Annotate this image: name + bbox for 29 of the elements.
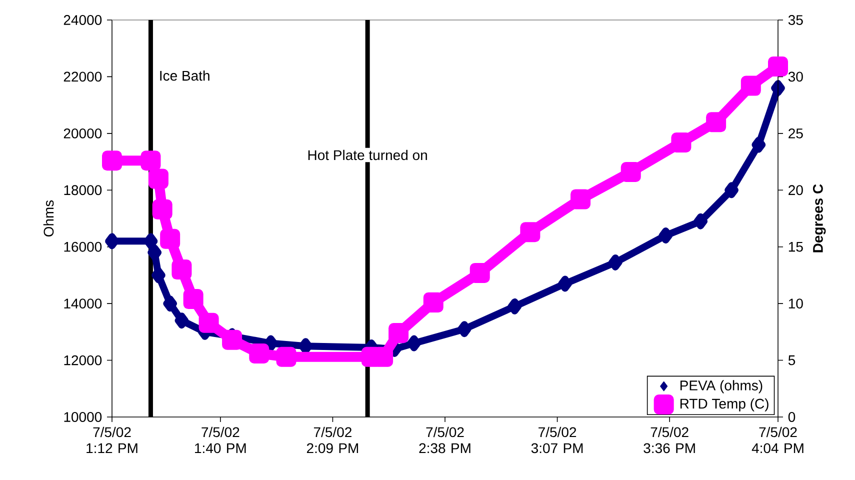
- y-tick-label: 18000: [64, 185, 102, 196]
- y2-tick-label: 30: [788, 72, 803, 82]
- y-tick-label: 20000: [64, 128, 102, 138]
- x-tick-label: 7/5/02 1:40 PM: [195, 426, 246, 454]
- x-tick-label: 7/5/02 2:09 PM: [306, 426, 358, 454]
- y-axis-title: Ohms: [43, 200, 54, 237]
- y2-tick-label: 0: [788, 412, 796, 422]
- y2-tick-label: 15: [788, 242, 803, 252]
- x-tick-label: 7/5/02 1:12 PM: [86, 426, 138, 454]
- legend-label: RTD Temp (C): [680, 398, 768, 412]
- y-tick-label: 10000: [64, 412, 102, 422]
- y-tick-label: 12000: [64, 355, 102, 366]
- y2-tick-label: 20: [788, 185, 803, 196]
- y2-tick-label: 10: [788, 298, 803, 309]
- y-tick-label: 14000: [64, 298, 102, 309]
- ref-line-label: Ice Bath: [160, 70, 210, 81]
- ref-line-label: Hot Plate turned on: [308, 150, 427, 160]
- x-tick-label: 7/5/02 2:38 PM: [419, 426, 470, 454]
- y2-tick-label: 35: [788, 15, 803, 25]
- legend-label: PEVA (ohms): [680, 380, 762, 394]
- x-tick-label: 7/5/02 3:36 PM: [644, 426, 695, 454]
- y-tick-label: 16000: [64, 242, 102, 252]
- y2-tick-label: 5: [788, 355, 796, 366]
- y-tick-label: 24000: [64, 15, 102, 25]
- y-tick-label: 22000: [64, 72, 102, 82]
- x-tick-label: 7/5/02 3:07 PM: [531, 426, 583, 454]
- y2-axis-title: Degrees C: [812, 184, 826, 252]
- y2-tick-label: 25: [788, 128, 803, 138]
- x-tick-label: 7/5/02 4:04 PM: [752, 426, 804, 454]
